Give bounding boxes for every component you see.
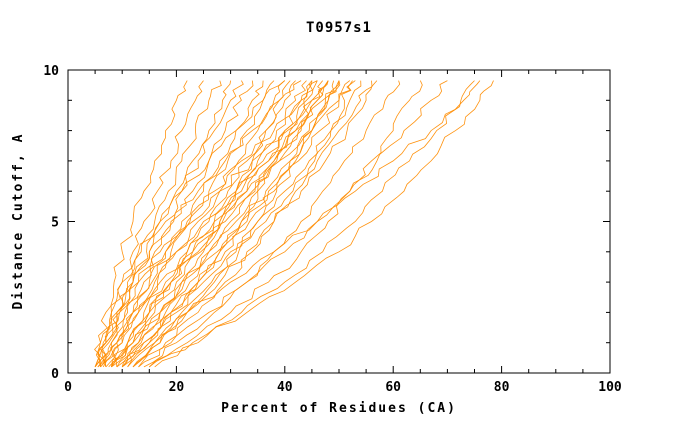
curve — [121, 80, 313, 368]
curve — [94, 80, 204, 368]
x-axis-label: Percent of Residues (CA) — [221, 401, 457, 416]
y-tick-label: 0 — [51, 367, 59, 382]
curve — [121, 80, 362, 368]
curve — [111, 80, 324, 367]
curve — [149, 80, 423, 368]
y-tick-label: 5 — [51, 216, 59, 231]
curve — [98, 80, 254, 367]
curve — [94, 80, 188, 368]
curve — [116, 80, 329, 368]
curve — [99, 80, 302, 368]
curve — [104, 80, 286, 367]
x-tick-label: 40 — [277, 380, 293, 395]
curve — [111, 80, 356, 368]
curve — [127, 80, 340, 368]
curve — [143, 80, 401, 368]
curve — [149, 80, 494, 368]
curve — [102, 80, 275, 368]
curve — [116, 80, 340, 368]
curve — [111, 80, 296, 368]
plot-area: 0 20 40 60 80 100 0 5 10 — [43, 64, 622, 395]
curve — [103, 80, 264, 368]
x-tick-label: 80 — [494, 380, 510, 395]
x-tick-label: 20 — [169, 380, 185, 395]
curve — [115, 80, 313, 367]
curve — [121, 80, 351, 368]
x-tick-label: 100 — [598, 380, 622, 395]
x-tick-label: 60 — [385, 380, 401, 395]
y-tick-label: 10 — [43, 64, 59, 79]
y-axis-label: Distance Cutoff, A — [11, 133, 26, 310]
curve — [105, 80, 341, 368]
curve — [100, 80, 329, 367]
plot-border — [67, 69, 611, 374]
curve — [138, 80, 353, 368]
curve — [154, 80, 475, 368]
curve — [127, 80, 373, 368]
chart-title: T0957s1 — [306, 20, 372, 36]
curve — [132, 80, 481, 368]
x-tick-label: 0 — [64, 380, 72, 395]
curve — [94, 80, 286, 368]
curve — [97, 80, 318, 368]
